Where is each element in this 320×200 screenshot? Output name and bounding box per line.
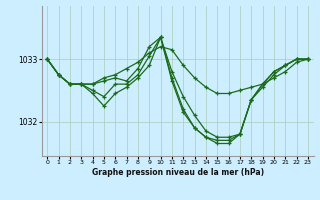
X-axis label: Graphe pression niveau de la mer (hPa): Graphe pression niveau de la mer (hPa) (92, 168, 264, 177)
